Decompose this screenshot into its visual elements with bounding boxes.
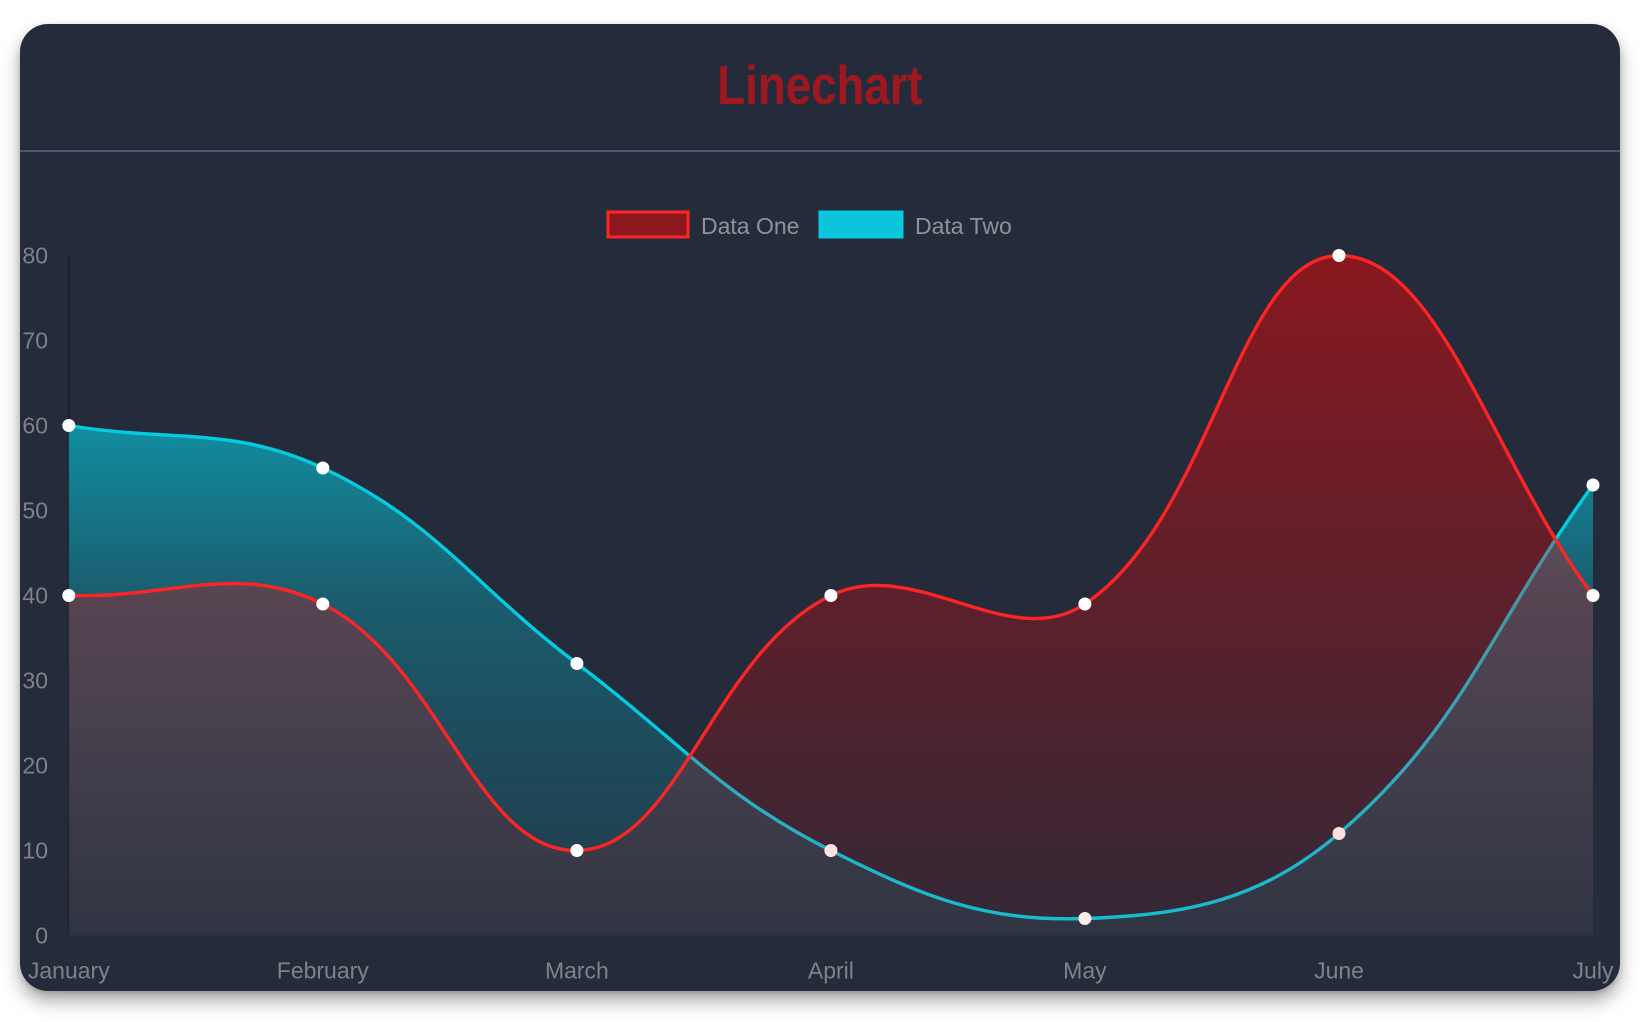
svg-text:80: 80 [22,243,48,269]
svg-text:10: 10 [22,838,48,864]
svg-text:February: February [277,958,370,984]
svg-text:Data Two: Data Two [915,213,1012,239]
svg-text:20: 20 [22,753,48,779]
svg-text:January: January [28,958,110,984]
svg-text:40: 40 [22,583,48,609]
svg-text:March: March [545,958,609,984]
svg-text:30: 30 [22,668,48,694]
svg-text:April: April [808,958,854,984]
svg-text:70: 70 [22,328,48,354]
svg-text:Data One: Data One [701,213,799,239]
svg-text:50: 50 [22,498,48,524]
svg-text:July: July [1573,958,1614,984]
svg-text:60: 60 [22,413,48,439]
svg-text:May: May [1063,958,1107,984]
svg-text:June: June [1314,958,1364,984]
svg-text:0: 0 [35,923,48,949]
